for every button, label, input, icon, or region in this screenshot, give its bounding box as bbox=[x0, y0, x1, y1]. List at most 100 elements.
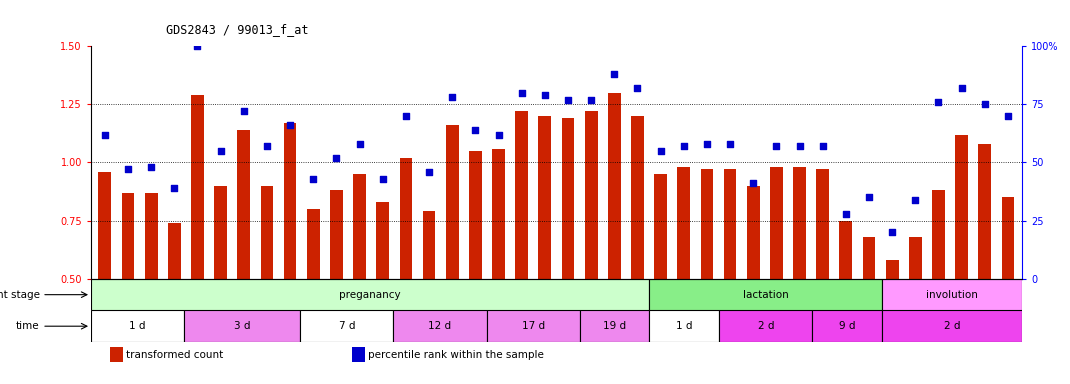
Text: transformed count: transformed count bbox=[126, 350, 224, 360]
Point bbox=[582, 96, 599, 103]
Bar bbox=[654, 174, 667, 279]
Bar bbox=[770, 167, 783, 279]
Bar bbox=[719, 310, 812, 342]
Point bbox=[189, 43, 207, 49]
Bar bbox=[446, 125, 459, 279]
Bar bbox=[882, 310, 1022, 342]
Text: 7 d: 7 d bbox=[339, 321, 355, 331]
Bar bbox=[677, 167, 690, 279]
Text: 12 d: 12 d bbox=[428, 321, 452, 331]
Point bbox=[675, 143, 692, 149]
Point bbox=[606, 71, 623, 77]
Point bbox=[397, 113, 414, 119]
Point bbox=[906, 197, 923, 203]
Bar bbox=[840, 221, 852, 279]
Point bbox=[745, 180, 762, 187]
Point bbox=[305, 176, 322, 182]
Point bbox=[351, 141, 368, 147]
Bar bbox=[353, 174, 366, 279]
Bar bbox=[492, 149, 505, 279]
Bar bbox=[701, 169, 714, 279]
Text: 2 d: 2 d bbox=[758, 321, 774, 331]
Point bbox=[467, 127, 484, 133]
Text: time: time bbox=[16, 321, 40, 331]
Point bbox=[791, 143, 808, 149]
Bar bbox=[98, 172, 111, 279]
Bar bbox=[882, 279, 1022, 310]
Bar bbox=[261, 186, 273, 279]
Point bbox=[212, 148, 229, 154]
Bar bbox=[307, 209, 320, 279]
Text: 17 d: 17 d bbox=[521, 321, 545, 331]
Bar bbox=[649, 310, 719, 342]
Bar bbox=[978, 144, 991, 279]
Text: 1 d: 1 d bbox=[676, 321, 692, 331]
Text: 3 d: 3 d bbox=[234, 321, 250, 331]
Bar bbox=[469, 151, 482, 279]
Bar bbox=[91, 310, 184, 342]
Text: 9 d: 9 d bbox=[839, 321, 856, 331]
Point bbox=[374, 176, 392, 182]
Bar bbox=[516, 111, 528, 279]
Point bbox=[930, 99, 947, 105]
Bar bbox=[399, 158, 412, 279]
Point bbox=[768, 143, 785, 149]
Bar bbox=[352, 347, 365, 362]
Bar bbox=[862, 237, 875, 279]
Bar bbox=[377, 202, 389, 279]
Bar bbox=[580, 310, 649, 342]
Text: lactation: lactation bbox=[743, 290, 789, 300]
Point bbox=[976, 101, 993, 108]
Bar bbox=[793, 167, 806, 279]
Point bbox=[629, 85, 646, 91]
Text: preganancy: preganancy bbox=[339, 290, 401, 300]
Point bbox=[560, 96, 577, 103]
Bar bbox=[608, 93, 621, 279]
Bar bbox=[122, 193, 135, 279]
Bar bbox=[192, 95, 204, 279]
Bar bbox=[747, 186, 760, 279]
Point bbox=[536, 92, 553, 98]
Bar bbox=[816, 169, 829, 279]
Point bbox=[652, 148, 669, 154]
Point bbox=[235, 108, 253, 114]
Bar bbox=[631, 116, 644, 279]
Bar bbox=[301, 310, 394, 342]
Point bbox=[96, 131, 113, 137]
Bar bbox=[562, 118, 575, 279]
Bar bbox=[908, 237, 921, 279]
Bar bbox=[886, 260, 899, 279]
Point bbox=[120, 166, 137, 172]
Bar bbox=[585, 111, 597, 279]
Bar bbox=[238, 130, 250, 279]
Bar bbox=[168, 223, 181, 279]
Text: 1 d: 1 d bbox=[129, 321, 146, 331]
Bar bbox=[932, 190, 945, 279]
Point bbox=[421, 169, 438, 175]
Bar bbox=[109, 347, 123, 362]
Bar bbox=[284, 123, 296, 279]
Point bbox=[953, 85, 970, 91]
Point bbox=[721, 141, 738, 147]
Point bbox=[258, 143, 275, 149]
Text: 19 d: 19 d bbox=[603, 321, 626, 331]
Bar bbox=[487, 310, 580, 342]
Point bbox=[860, 194, 877, 200]
Text: involution: involution bbox=[927, 290, 978, 300]
Text: GDS2843 / 99013_f_at: GDS2843 / 99013_f_at bbox=[166, 23, 308, 36]
Text: percentile rank within the sample: percentile rank within the sample bbox=[368, 350, 545, 360]
Text: development stage: development stage bbox=[0, 290, 40, 300]
Bar bbox=[1002, 197, 1014, 279]
Point bbox=[884, 229, 901, 235]
Point bbox=[444, 94, 461, 100]
Text: 2 d: 2 d bbox=[944, 321, 960, 331]
Bar bbox=[649, 279, 882, 310]
Point bbox=[814, 143, 831, 149]
Bar bbox=[184, 310, 301, 342]
Bar bbox=[538, 116, 551, 279]
Bar bbox=[723, 169, 736, 279]
Bar bbox=[423, 211, 435, 279]
Point bbox=[281, 122, 299, 128]
Point bbox=[142, 164, 159, 170]
Bar bbox=[91, 279, 649, 310]
